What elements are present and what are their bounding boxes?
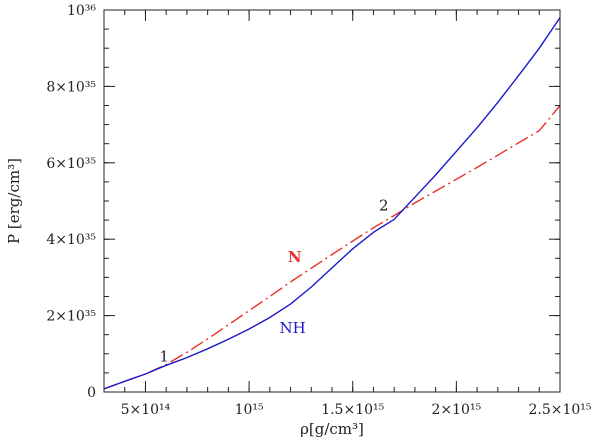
annotation-label: 2 bbox=[379, 197, 389, 215]
y-axis-title: P [erg/cm³] bbox=[5, 158, 23, 244]
y-tick-label: 4×10³⁵ bbox=[46, 232, 96, 248]
x-tick-label: 5×10¹⁴ bbox=[121, 402, 171, 418]
annotations: N NH 1 2 bbox=[159, 197, 388, 366]
y-tick-label: 10³⁶ bbox=[67, 3, 96, 19]
tick-labels: 5×10¹⁴ 10¹⁵ 1.5×10¹⁵ 2×10¹⁵ 2.5×10¹⁵ 0 2×10³⁵ 4… bbox=[46, 3, 592, 418]
annotation-label: 1 bbox=[159, 347, 169, 365]
x-tick-label: 10¹⁵ bbox=[235, 402, 264, 418]
y-tick-label: 6×10³⁵ bbox=[46, 156, 96, 172]
plot-frame bbox=[103, 9, 561, 393]
annotation-label: N bbox=[288, 248, 302, 266]
y-tick-label: 2×10³⁵ bbox=[46, 309, 96, 325]
series-line-nh bbox=[103, 17, 561, 390]
x-tick-label: 1.5×10¹⁵ bbox=[321, 402, 384, 418]
y-tick-label: 8×10³⁵ bbox=[46, 79, 96, 95]
series-layer bbox=[103, 17, 561, 390]
ticks-layer bbox=[103, 9, 561, 393]
y-tick-label: 0 bbox=[87, 385, 96, 401]
annotation-label: NH bbox=[280, 319, 306, 337]
series-line-n bbox=[103, 105, 561, 390]
x-tick-label: 2×10¹⁵ bbox=[432, 402, 482, 418]
x-axis-title: ρ[g/cm³] bbox=[300, 420, 364, 438]
x-tick-label: 2.5×10¹⁵ bbox=[528, 402, 591, 418]
